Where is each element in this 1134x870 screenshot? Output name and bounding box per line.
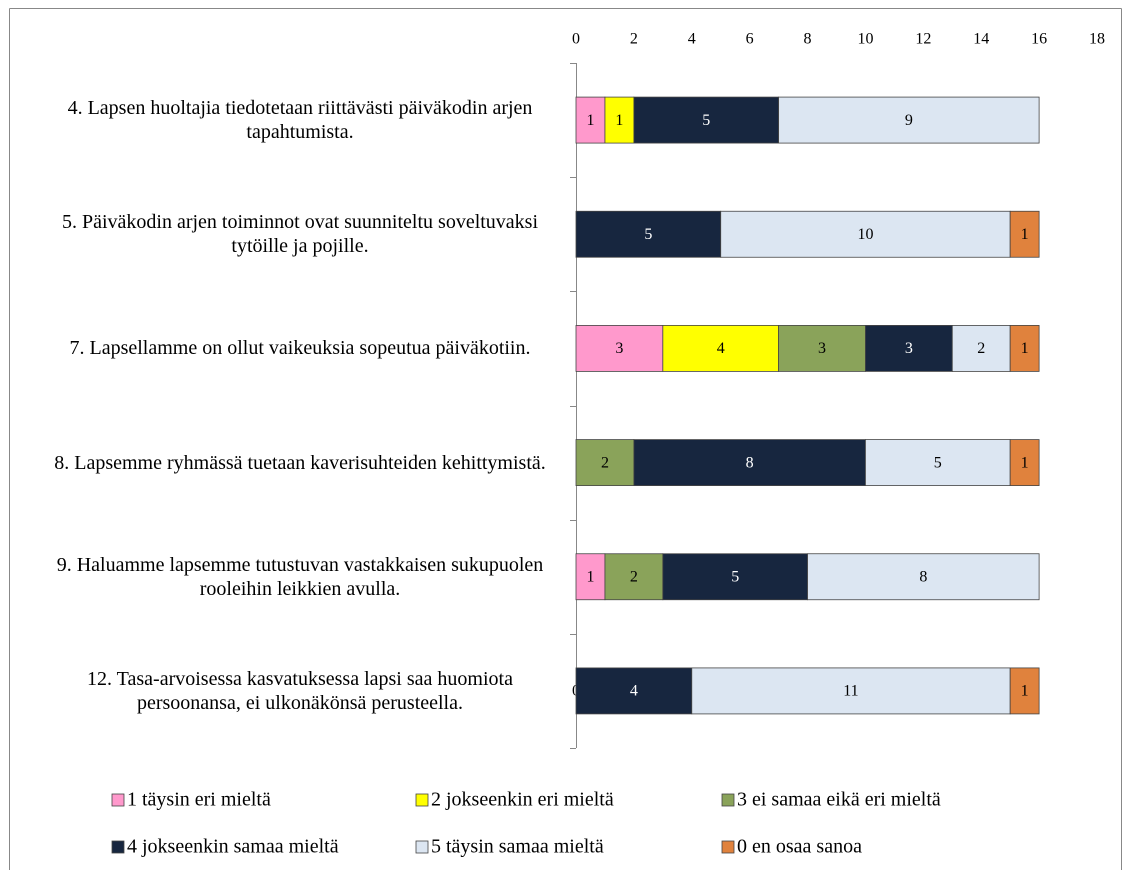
data-label: 1 [1021,454,1029,471]
x-tick-label: 4 [688,31,696,48]
legend-swatch [721,793,735,807]
data-label: 5 [934,454,942,471]
data-label: 2 [630,568,638,585]
legend-swatch [111,793,125,807]
data-label: 1 [615,112,623,129]
x-tick-label: 6 [746,31,754,48]
legend-swatch [415,793,429,807]
data-label: 1 [1021,340,1029,357]
category-label: 4. Lapsen huoltajia tiedotetaan riittävä… [67,97,533,144]
legend-label: 2 jokseenkin eri mieltä [431,789,614,811]
x-tick-label: 18 [1089,31,1105,48]
legend-label: 3 ei samaa eikä eri mieltä [737,789,941,811]
bar-segment [662,553,808,601]
legend-label: 4 jokseenkin samaa mieltä [127,836,339,858]
data-label: 2 [977,340,985,357]
data-label: 2 [601,454,609,471]
bar-segment [575,210,722,258]
data-label: 4 [717,340,725,357]
x-tick-label: 10 [857,31,873,48]
legend-label: 1 täysin eri mieltä [127,789,271,811]
data-label: 1 [1021,226,1029,243]
data-label: 5 [702,112,710,129]
category-label: 9. Haluamme lapsemme tutustuvan vastakka… [56,553,544,600]
bar-segment [1009,667,1040,715]
data-label: 1 [1021,683,1029,700]
legend-swatch [721,840,735,854]
bar-segment [778,325,866,372]
data-label: 3 [615,340,623,357]
category-label: 8. Lapsemme ryhmässä tuetaan kaverisuhte… [54,451,546,474]
bar-segment [575,439,635,486]
bar-segment [604,96,635,144]
data-label: 5 [644,226,652,243]
legend-label: 5 täysin samaa mieltä [431,836,604,858]
legend-label: 0 en osaa sanoa [737,836,862,858]
legend-swatch [111,840,125,854]
bar-segment [1009,210,1040,258]
bar-segment [575,325,664,372]
data-label: 4 [630,683,638,700]
category-label: 12. Tasa-arvoisessa kasvatuksessa lapsi … [87,667,513,714]
x-tick-label: 16 [1031,31,1047,48]
x-tick-label: 2 [630,31,638,48]
bar-segment [1009,325,1040,372]
category-label: 5. Päiväkodin arjen toiminnot ovat suunn… [61,211,539,258]
data-label: 10 [857,226,873,243]
x-tick-label: 14 [973,31,989,48]
data-label: 11 [843,683,858,700]
data-label: 3 [905,340,913,357]
data-label: 1 [586,568,594,585]
bar-segment [720,210,1011,258]
bar-segment [951,325,1011,372]
bar-segment [575,667,693,715]
data-label: 1 [586,112,594,129]
data-label: 9 [905,112,913,129]
bar-segment [662,325,780,372]
data-label: 3 [818,340,826,357]
bar-segment [865,439,1011,486]
legend-swatch [415,840,429,854]
data-label: 8 [746,454,754,471]
bar-segment [778,96,1040,144]
data-label: 5 [731,568,739,585]
bar-segment [633,96,780,144]
bar-segment [1009,439,1040,486]
bar-segment [604,553,664,601]
x-tick-label: 0 [572,31,580,48]
data-label: 8 [919,568,927,585]
bar-segment [807,553,1040,601]
bar-segment [633,439,866,486]
x-tick-label: 12 [915,31,931,48]
x-tick-label: 8 [804,31,812,48]
bar-segment [691,667,1011,715]
bar-segment [575,553,606,601]
category-label: 7. Lapsellamme on ollut vaikeuksia sopeu… [69,337,531,360]
